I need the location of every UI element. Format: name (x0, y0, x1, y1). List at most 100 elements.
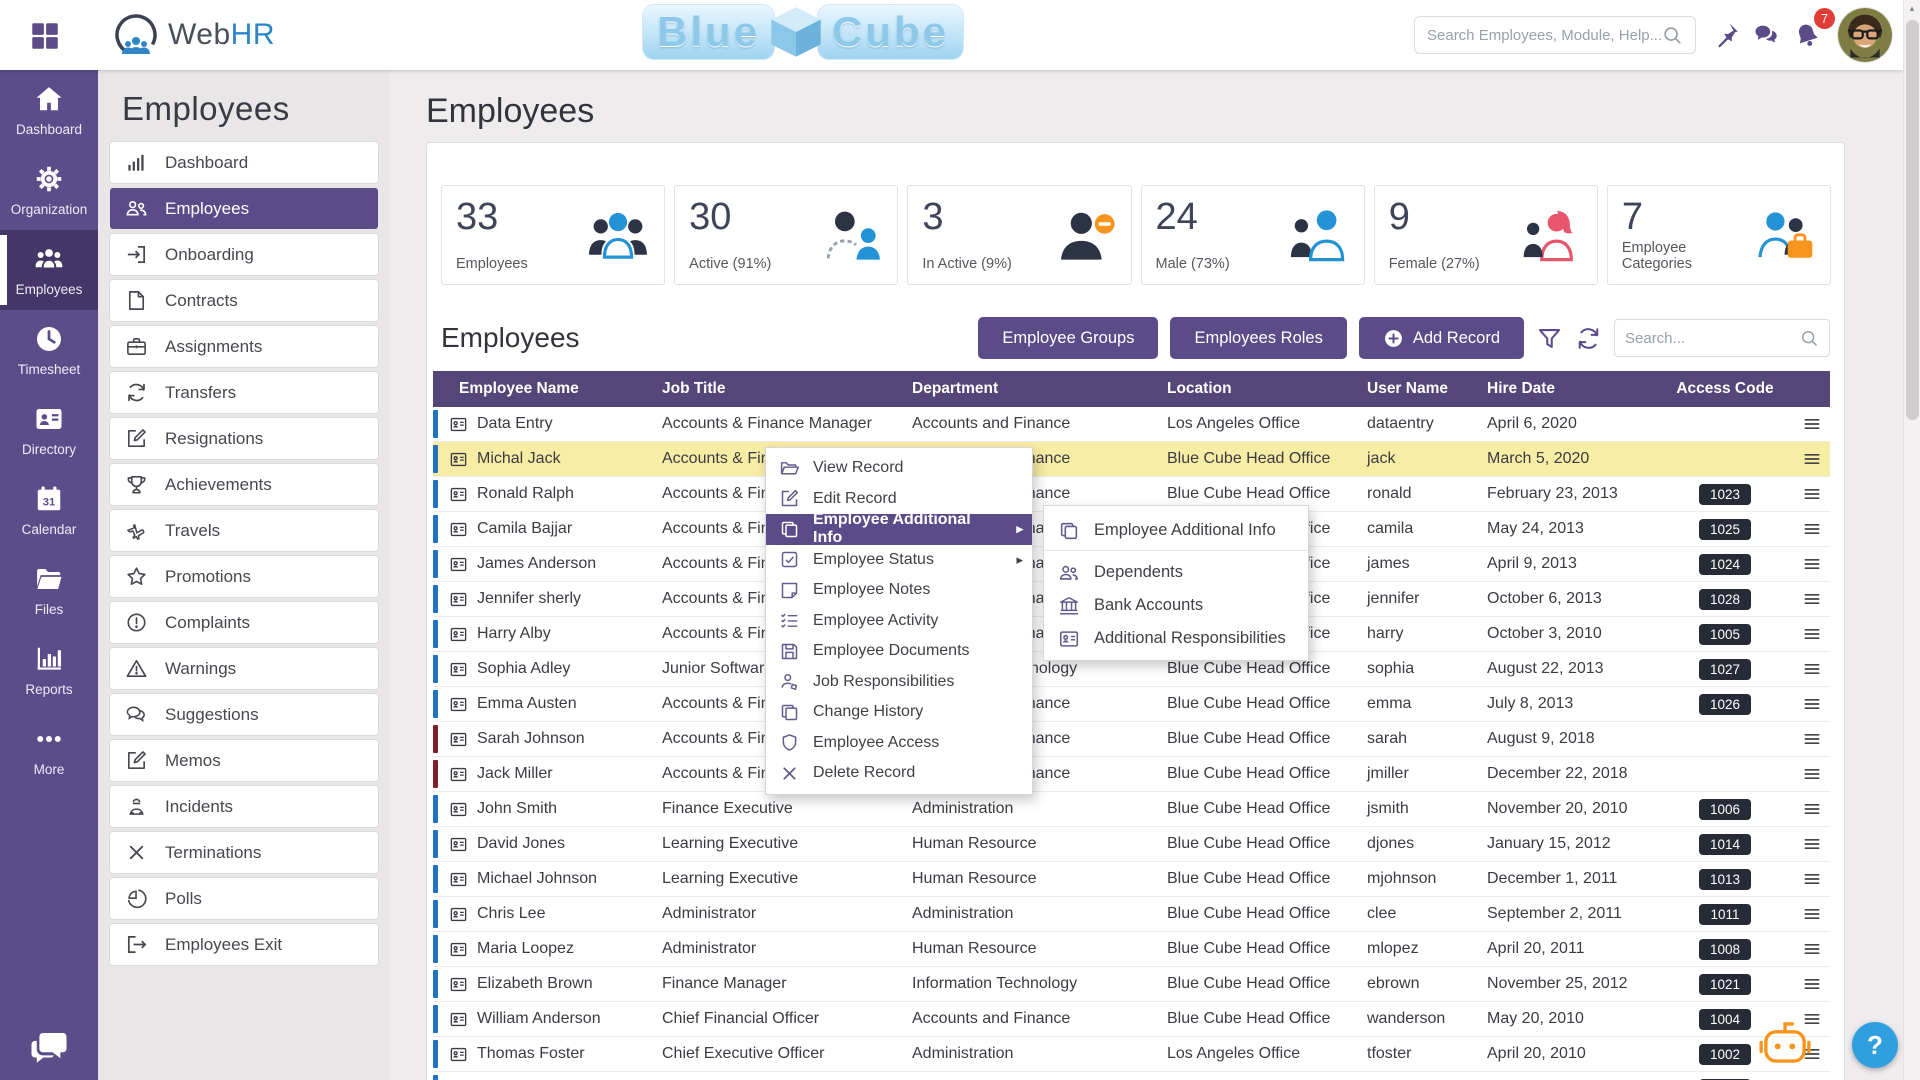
table-search-input[interactable] (1625, 329, 1799, 347)
Christian Williams[interactable]: Christian Williams Chief Technology Offi… (433, 1072, 1830, 1080)
module-nav-item[interactable]: Polls (110, 878, 378, 919)
header-icon[interactable] (1698, 100, 1723, 125)
search-icon[interactable] (1799, 328, 1819, 348)
submenu-item[interactable]: Additional Responsibilities (1044, 622, 1308, 655)
row-menu-icon[interactable] (1802, 659, 1822, 679)
Maria Loopez[interactable]: Maria Loopez Administrator Human Resourc… (433, 932, 1830, 967)
John Smith[interactable]: John Smith Finance Executive Administrat… (433, 792, 1830, 827)
context-menu-item[interactable]: Employee Activity ▸ (766, 606, 1032, 637)
scrollbar-up-arrow[interactable]: ▲ (1908, 3, 1916, 13)
window-scrollbar[interactable]: ▲ (1903, 0, 1920, 1080)
David Jones[interactable]: David Jones Learning Executive Human Res… (433, 827, 1830, 862)
submenu-item[interactable]: Employee Additional Info (1044, 511, 1308, 551)
module-nav-item[interactable]: Employees Exit (110, 924, 378, 965)
row-menu-icon[interactable] (1802, 589, 1822, 609)
module-nav-item[interactable]: Assignments (110, 326, 378, 367)
employee-groups-button[interactable]: Employee Groups (978, 317, 1159, 359)
Jack Miller[interactable]: Jack Miller Accounts & Finance Manager A… (433, 757, 1830, 792)
Emma Austen[interactable]: Emma Austen Accounts & Finance Manager A… (433, 687, 1830, 722)
add-record-button[interactable]: Add Record (1358, 317, 1524, 359)
global-search-input[interactable] (1427, 26, 1661, 44)
module-nav-item[interactable]: Onboarding (110, 234, 378, 275)
row-menu-icon[interactable] (1802, 939, 1822, 959)
row-menu-icon[interactable] (1802, 449, 1822, 469)
header-icon[interactable] (1818, 100, 1843, 125)
primary-nav-item[interactable]: Organization (0, 150, 98, 230)
context-menu-item[interactable]: Job Responsibilities ▸ (766, 667, 1032, 698)
Michal Jack[interactable]: Michal Jack Accounts & Finance Manager A… (433, 442, 1830, 477)
row-menu-icon[interactable] (1802, 484, 1822, 504)
primary-nav-item[interactable]: Directory (0, 390, 98, 470)
context-menu-item[interactable]: Employee Access ▸ (766, 728, 1032, 759)
row-menu-icon[interactable] (1802, 974, 1822, 994)
header-icon[interactable] (1778, 100, 1803, 125)
row-menu-icon[interactable] (1802, 869, 1822, 889)
refresh-icon[interactable] (1575, 325, 1602, 352)
row-menu-icon[interactable] (1802, 694, 1822, 714)
pin-icon[interactable] (1712, 21, 1740, 49)
module-nav-item[interactable]: Resignations (110, 418, 378, 459)
primary-nav-item[interactable]: Files (0, 550, 98, 630)
primary-nav-item[interactable]: Employees (0, 230, 98, 310)
row-menu-icon[interactable] (1802, 414, 1822, 434)
context-menu-item[interactable]: Employee Notes ▸ (766, 575, 1032, 606)
William Anderson[interactable]: William Anderson Chief Financial Officer… (433, 1002, 1830, 1037)
module-nav-item[interactable]: Transfers (110, 372, 378, 413)
Elizabeth Brown[interactable]: Elizabeth Brown Finance Manager Informat… (433, 967, 1830, 1002)
submenu-item[interactable]: Dependents (1044, 556, 1308, 589)
Thomas Foster[interactable]: Thomas Foster Chief Executive Officer Ad… (433, 1037, 1830, 1072)
module-nav-item[interactable]: Incidents (110, 786, 378, 827)
module-nav-item[interactable]: Contracts (110, 280, 378, 321)
avatar[interactable] (1838, 8, 1892, 62)
row-menu-icon[interactable] (1802, 729, 1822, 749)
context-menu-item[interactable]: Employee Status ▸ (766, 545, 1032, 576)
employee-name: Michal Jack (477, 450, 561, 467)
module-nav-item[interactable]: Suggestions (110, 694, 378, 735)
employees-roles-button[interactable]: Employees Roles (1170, 317, 1347, 359)
Chris Lee[interactable]: Chris Lee Administrator Administration B… (433, 897, 1830, 932)
module-nav-item[interactable]: Memos (110, 740, 378, 781)
app-grid-icon[interactable] (28, 19, 62, 53)
Michael Johnson[interactable]: Michael Johnson Learning Executive Human… (433, 862, 1830, 897)
bell-icon[interactable] (1793, 21, 1821, 49)
module-nav-item[interactable]: Dashboard (110, 142, 378, 183)
row-menu-icon[interactable] (1802, 799, 1822, 819)
filter-icon[interactable] (1536, 325, 1563, 352)
context-menu-item[interactable]: Edit Record ▸ (766, 484, 1032, 515)
module-nav-item[interactable]: Travels (110, 510, 378, 551)
context-menu-item[interactable]: View Record ▸ (766, 453, 1032, 484)
help-fab[interactable]: ? (1852, 1022, 1898, 1068)
row-menu-icon[interactable] (1802, 1009, 1822, 1029)
row-menu-icon[interactable] (1802, 834, 1822, 854)
row-menu-icon[interactable] (1802, 904, 1822, 924)
primary-nav-item[interactable]: More (0, 710, 98, 790)
Sarah Johnson[interactable]: Sarah Johnson Accounts & Finance Manager… (433, 722, 1830, 757)
context-menu-item[interactable]: Employee Additional Info ▸ (766, 511, 1032, 546)
row-menu-icon[interactable] (1802, 554, 1822, 574)
header-icon[interactable] (1738, 100, 1763, 125)
comments-icon[interactable] (1752, 21, 1780, 49)
primary-nav-item[interactable]: Timesheet (0, 310, 98, 390)
search-icon[interactable] (1661, 24, 1683, 46)
primary-nav-item[interactable]: Dashboard (0, 70, 98, 150)
module-nav-item[interactable]: Complaints (110, 602, 378, 643)
scrollbar-thumb[interactable] (1906, 20, 1919, 420)
module-nav-item[interactable]: Warnings (110, 648, 378, 689)
row-menu-icon[interactable] (1802, 519, 1822, 539)
module-nav-item[interactable]: Achievements (110, 464, 378, 505)
primary-nav-item[interactable]: 31 Calendar (0, 470, 98, 550)
location: Blue Cube Head Office (1167, 660, 1331, 677)
row-menu-icon[interactable] (1802, 764, 1822, 784)
module-nav-item[interactable]: Promotions (110, 556, 378, 597)
robot-icon[interactable] (1756, 1016, 1814, 1070)
Data Entry[interactable]: Data Entry Accounts & Finance Manager Ac… (433, 407, 1830, 442)
context-menu-item[interactable]: Delete Record ▸ (766, 758, 1032, 789)
chat-bubbles-icon[interactable] (28, 1026, 70, 1068)
submenu-item[interactable]: Bank Accounts (1044, 589, 1308, 622)
context-menu-item[interactable]: Change History ▸ (766, 697, 1032, 728)
row-menu-icon[interactable] (1802, 624, 1822, 644)
context-menu-item[interactable]: Employee Documents ▸ (766, 636, 1032, 667)
module-nav-item[interactable]: Employees (110, 188, 378, 229)
primary-nav-item[interactable]: Reports (0, 630, 98, 710)
module-nav-item[interactable]: Terminations (110, 832, 378, 873)
